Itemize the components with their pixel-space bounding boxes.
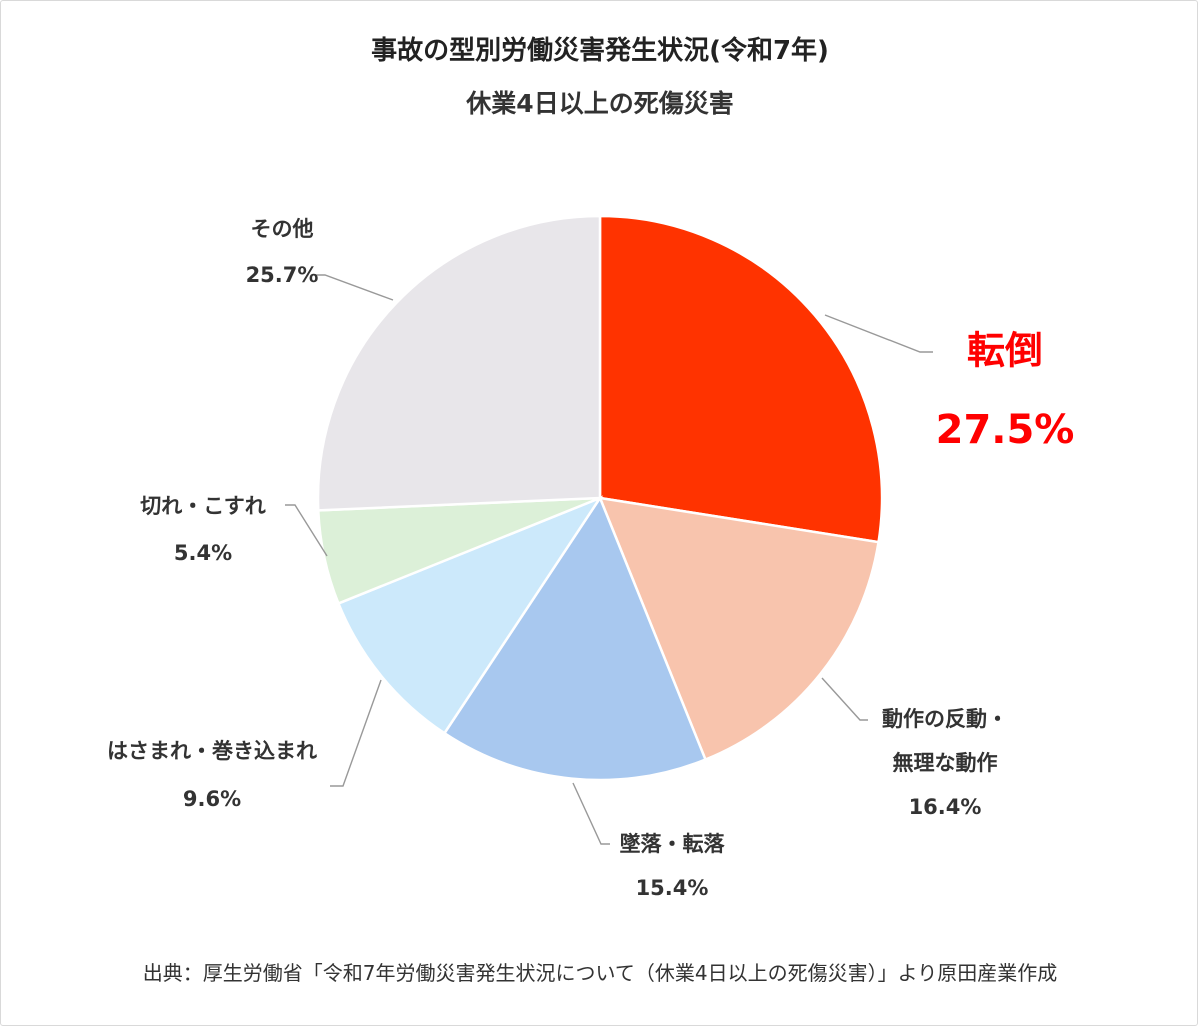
slice-label-6: その他 <box>251 217 314 241</box>
pie-slice-2 <box>598 496 880 762</box>
slice-label-1: 転倒 <box>967 329 1043 373</box>
slice-value-label-4: 9.6% <box>183 787 241 811</box>
chart-subtitle: 休業4日以上の死傷災害 <box>466 89 734 118</box>
slice-label-2-line-2: 無理な動作 <box>893 751 998 775</box>
leader-line-2 <box>821 677 868 721</box>
leader-line-6 <box>315 274 394 301</box>
slice-value-label-6: 25.7% <box>246 263 319 287</box>
slice-value-label-1: 27.5% <box>936 407 1075 453</box>
chart-title: 事故の型別労働災害発生状況(令和7年) <box>371 36 829 66</box>
pie-slice-3 <box>442 495 708 782</box>
slice-value-label-2: 16.4% <box>909 795 982 819</box>
slice-label-4: はさまれ・巻き込まれ <box>107 739 317 763</box>
slice-value-label-3: 15.4% <box>636 876 709 900</box>
pie-slice-1 <box>598 214 884 544</box>
slice-value-label-5: 5.4% <box>174 541 232 565</box>
leader-line-3 <box>572 782 610 845</box>
slice-label-2-line-1: 動作の反動・ <box>882 707 1008 731</box>
pie-slice-6 <box>316 214 602 512</box>
slice-label-5: 切れ・こすれ <box>140 494 266 518</box>
source-note: 出典：厚生労働省「令和7年労働災害発生状況について（休業4日以上の死傷災害）」よ… <box>142 961 1058 985</box>
slice-label-3: 墜落・転落 <box>620 832 726 856</box>
leader-line-5 <box>285 504 328 557</box>
leader-line-4 <box>330 679 382 787</box>
pie-slice-4 <box>336 495 604 735</box>
leader-line-1 <box>824 314 933 353</box>
